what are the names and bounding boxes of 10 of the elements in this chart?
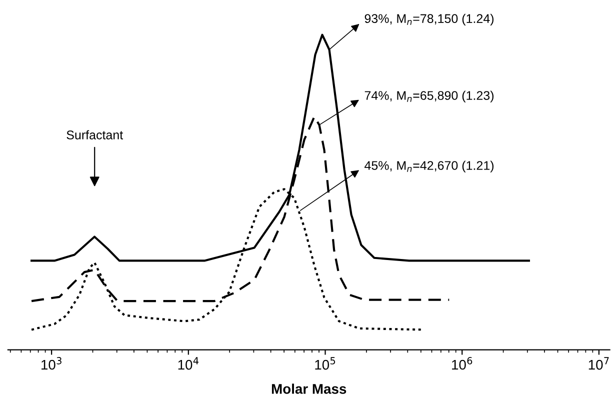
x-axis-title: Molar Mass [272,384,346,394]
x-tick-label: 10$^{3}$ [42,357,62,370]
x-tick-label: 10$^{7}$ [588,357,609,370]
annotation: 45%, M$_{n}$=42,670 (1.21) [364,160,494,172]
annotation: 93%, M$_{n}$=78,150 (1.24) [364,14,494,26]
annotation: 74%, M$_{n}$=65,890 (1.23) [364,90,494,102]
x-tick-label: 10$^{5}$ [315,357,336,370]
x-tick-label: 10$^{6}$ [452,357,472,370]
x-tick-label: 10$^{4}$ [178,357,199,370]
annotation: Surfactant [66,130,124,140]
